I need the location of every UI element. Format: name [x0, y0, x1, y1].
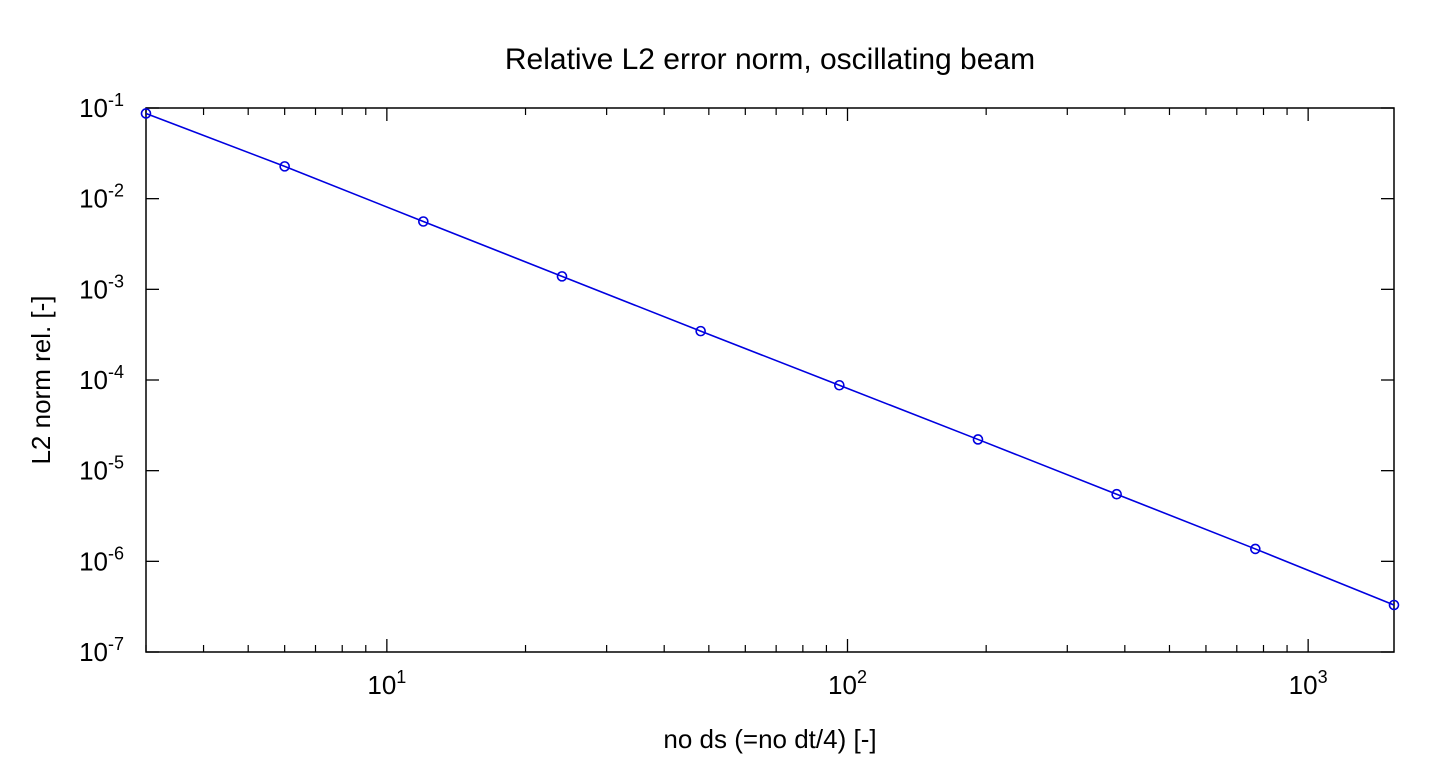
y-tick-label: 10-1 [79, 90, 124, 123]
x-tick-label: 103 [1289, 667, 1328, 700]
x-tick-label: 101 [367, 667, 406, 700]
data-point [834, 379, 845, 391]
x-axis-label: no ds (=no dt/4) [-] [663, 724, 876, 754]
x-tick-label: 102 [828, 667, 867, 700]
data-point [279, 161, 290, 172]
data-point [1111, 488, 1122, 500]
data-point [140, 108, 152, 119]
data-point [418, 216, 429, 227]
data-point [556, 271, 568, 282]
data-point [972, 434, 984, 445]
series-line [145, 112, 1395, 606]
data-point [1250, 543, 1261, 555]
y-tick-label: 10-6 [79, 543, 124, 576]
data-point [695, 325, 706, 337]
chart-title: Relative L2 error norm, oscillating beam [505, 43, 1035, 76]
y-tick-label: 10-3 [79, 271, 124, 304]
data-point [1388, 599, 1400, 611]
y-axis-label: L2 norm rel. [-] [26, 295, 56, 464]
y-tick-labels: 10-1 10-2 10-3 10-4 10-5 10-6 10-7 [79, 90, 124, 667]
minor-ticks [145, 108, 1288, 652]
y-tick-label: 10-4 [79, 362, 124, 395]
major-ticks [146, 107, 1394, 653]
y-tick-label: 10-5 [79, 453, 124, 486]
series-layer [140, 108, 1400, 611]
x-tick-labels: 101 102 103 [367, 667, 1327, 700]
y-tick-label: 10-7 [79, 634, 124, 667]
y-tick-label: 10-2 [79, 181, 124, 214]
plot-frame [145, 107, 1395, 653]
